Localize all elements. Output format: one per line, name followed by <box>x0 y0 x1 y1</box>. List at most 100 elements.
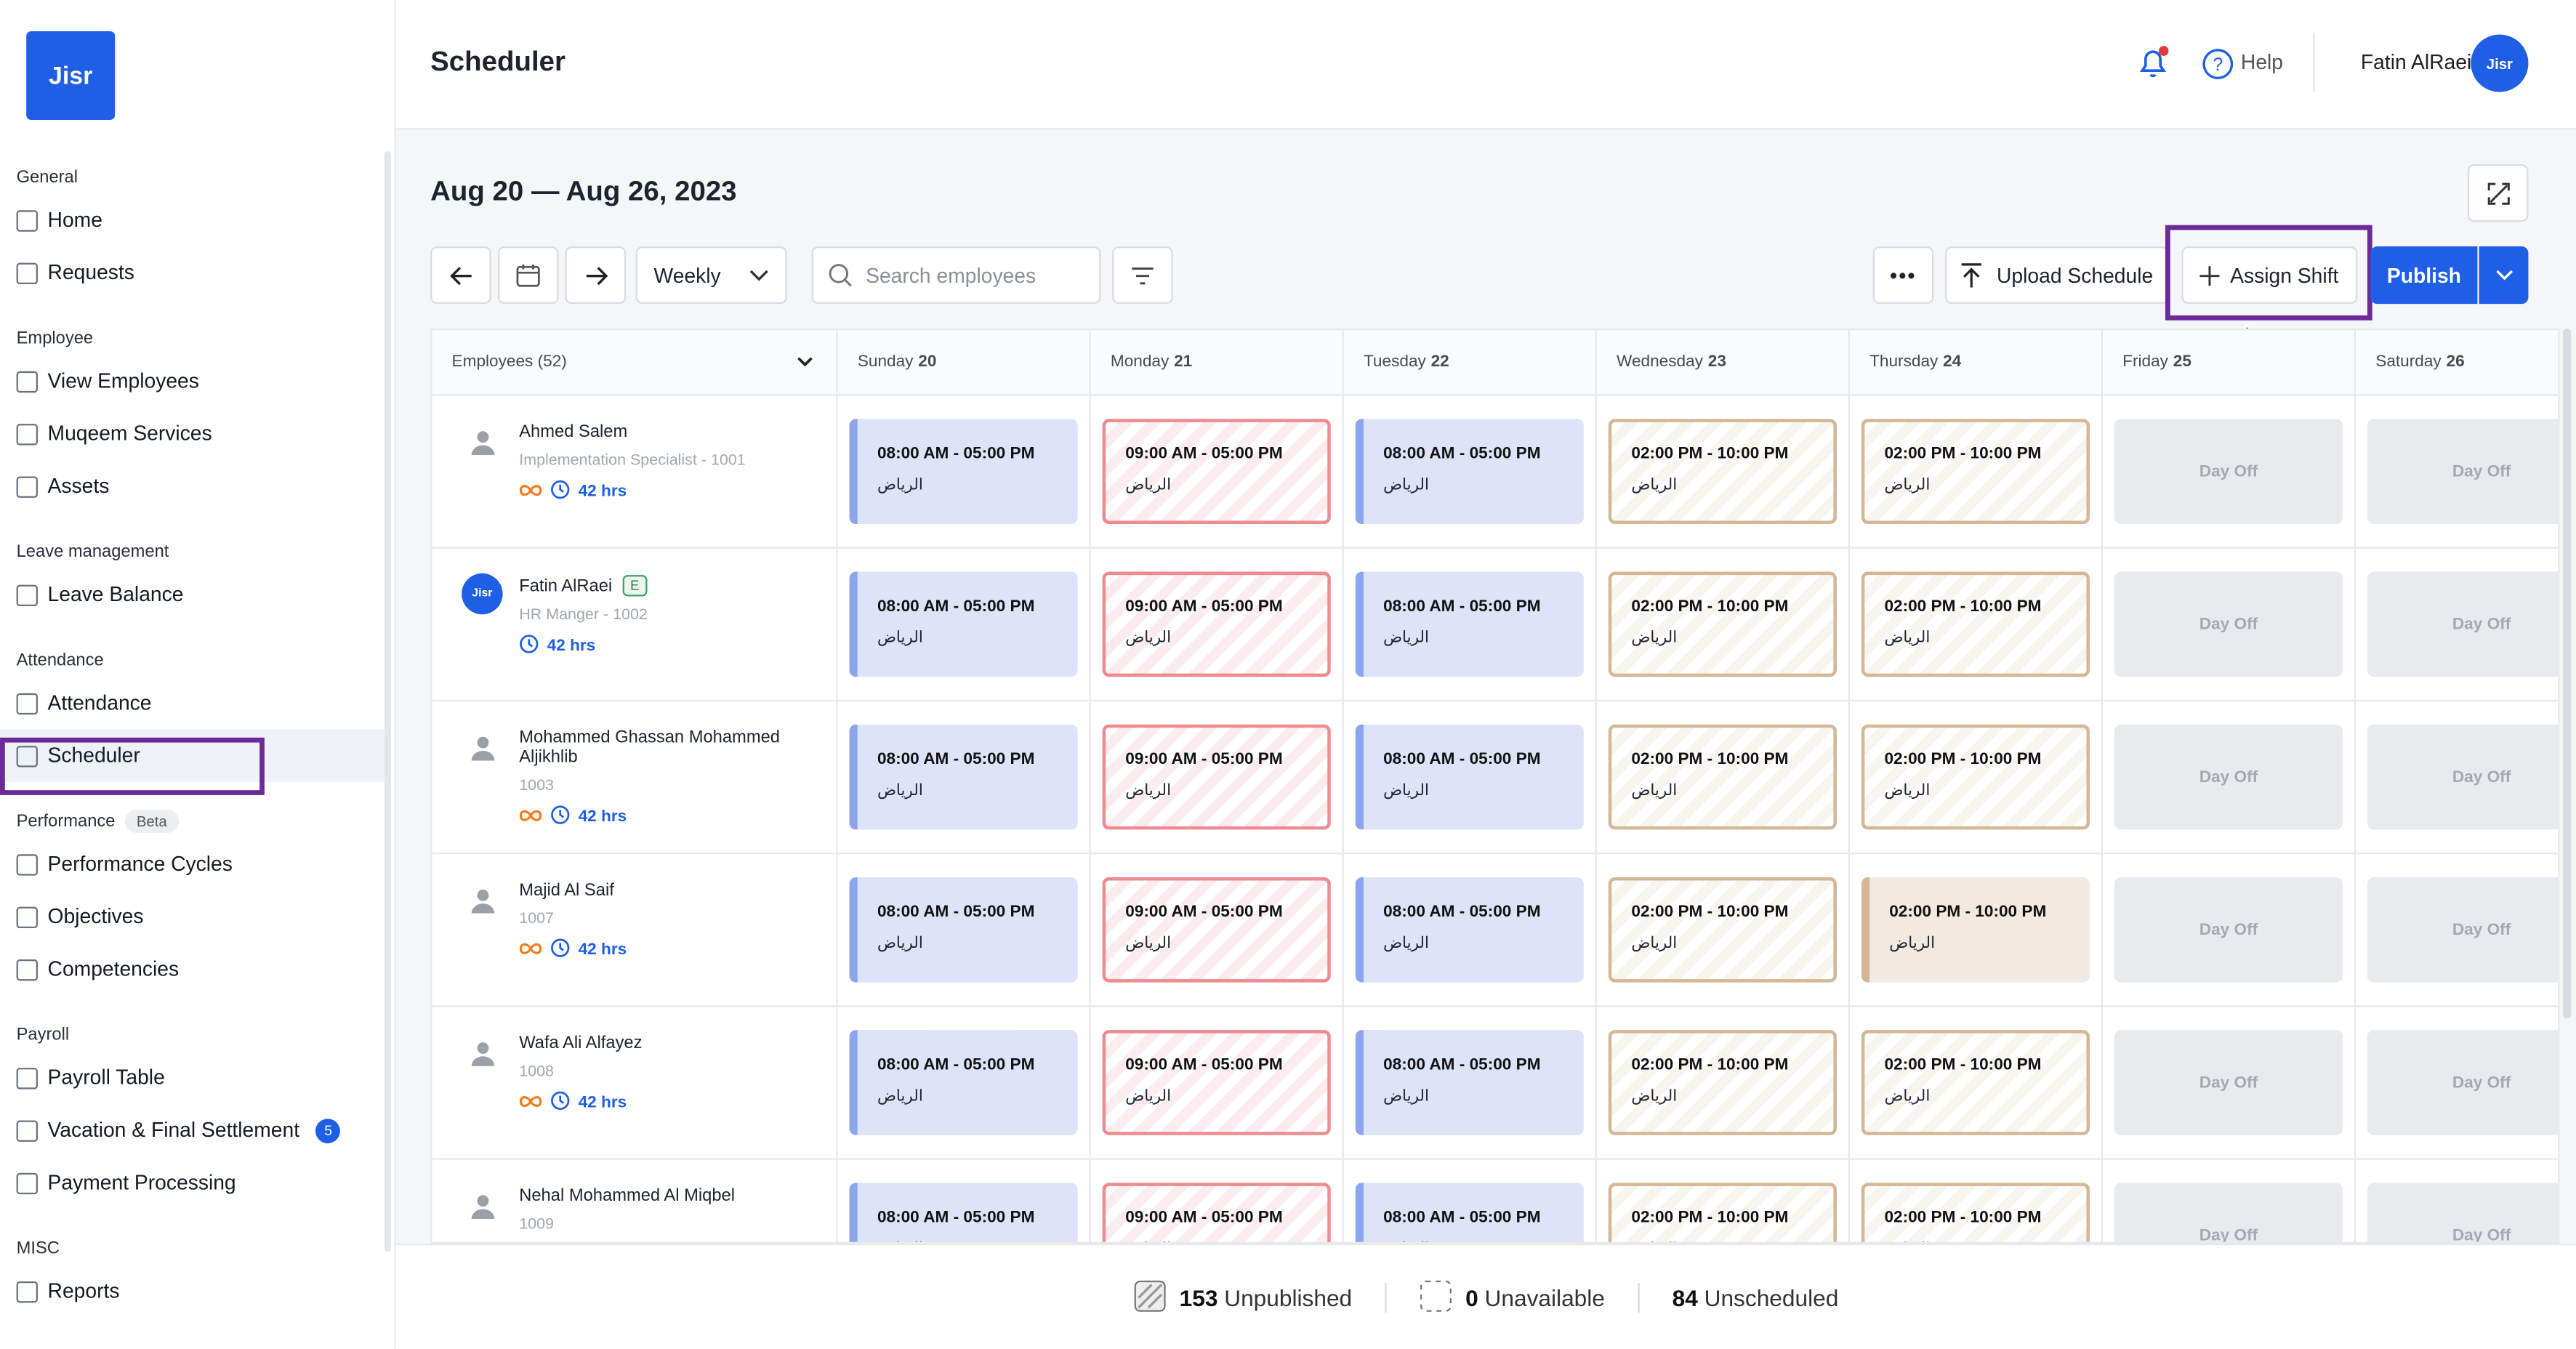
shift-card[interactable]: 02:00 PM - 10:00 PM الرياض <box>1608 419 1837 525</box>
shift-card[interactable]: 09:00 AM - 05:00 PM الرياض <box>1102 571 1331 677</box>
nav-item[interactable]: Vacation & Final Settlement 5 <box>0 1104 386 1156</box>
day-off[interactable]: Day Off <box>2367 419 2559 525</box>
shift-card[interactable]: 09:00 AM - 05:00 PM الرياض <box>1102 877 1331 983</box>
shift-card[interactable]: 08:00 AM - 05:00 PM الرياض <box>849 877 1078 983</box>
shift-card[interactable]: 08:00 AM - 05:00 PM الرياض <box>849 1030 1078 1135</box>
shift-card[interactable]: 08:00 AM - 05:00 PM الرياض <box>1355 1030 1584 1135</box>
day-off[interactable]: Day Off <box>2367 1183 2559 1242</box>
help-icon[interactable]: ? <box>2202 48 2234 81</box>
nav-item[interactable]: View Employees <box>0 355 386 407</box>
shift-card[interactable]: 02:00 PM - 10:00 PM الرياض <box>1608 1183 1837 1242</box>
shift-location: الرياض <box>1125 1087 1172 1106</box>
shift-card[interactable]: 09:00 AM - 05:00 PM الرياض <box>1102 419 1331 525</box>
day-cell: Day Off <box>2356 1007 2559 1160</box>
grid-scrollbar[interactable] <box>2562 329 2572 1019</box>
day-off[interactable]: Day Off <box>2367 877 2559 983</box>
nav-item[interactable]: Payroll Table <box>0 1052 386 1104</box>
employee-name[interactable]: Fatin AlRaei <box>519 576 613 596</box>
shift-card[interactable]: 02:00 PM - 10:00 PM الرياض <box>1861 571 2090 677</box>
shift-card[interactable]: 09:00 AM - 05:00 PM الرياض <box>1102 724 1331 830</box>
shift-card[interactable]: 02:00 PM - 10:00 PM الرياض <box>1608 724 1837 830</box>
user-name[interactable]: Fatin AlRaei <box>2360 51 2472 74</box>
logo[interactable]: Jisr <box>26 31 116 120</box>
shift-card[interactable]: 08:00 AM - 05:00 PM الرياض <box>1355 571 1584 677</box>
shift-card[interactable]: 08:00 AM - 05:00 PM الرياض <box>849 571 1078 677</box>
publish-menu-button[interactable] <box>2479 246 2529 305</box>
help-link[interactable]: Help <box>2240 51 2284 74</box>
user-avatar[interactable]: Jisr <box>2471 34 2529 92</box>
nav-item[interactable]: Competencies <box>0 943 386 995</box>
hours-label: 42 hrs <box>578 483 627 502</box>
more-button[interactable]: ••• <box>1872 246 1934 305</box>
shift-card[interactable]: 08:00 AM - 05:00 PM الرياض <box>1355 419 1584 525</box>
search-input[interactable]: Search employees <box>811 246 1101 305</box>
nav-item[interactable]: Payment Processing <box>0 1156 386 1209</box>
prev-button[interactable] <box>430 246 491 305</box>
employees-header[interactable]: Employees (52) <box>432 330 838 396</box>
shift-card[interactable]: 02:00 PM - 10:00 PM الرياض <box>1861 1030 2090 1135</box>
employee-avatar <box>462 421 503 462</box>
day-cell: Day Off <box>2103 395 2356 549</box>
bell-icon[interactable] <box>2136 44 2172 81</box>
nav-item[interactable]: Reports <box>0 1265 386 1317</box>
section-title: Payroll <box>0 1018 386 1051</box>
day-off[interactable]: Day Off <box>2367 1030 2559 1135</box>
calendar-button[interactable] <box>497 246 559 305</box>
shift-card[interactable]: 08:00 AM - 05:00 PM الرياض <box>1355 724 1584 830</box>
day-cell: 02:00 PM - 10:00 PM الرياض <box>1849 701 2104 855</box>
employee-name[interactable]: Wafa Ali Alfayez <box>519 1033 643 1053</box>
day-header: Friday 25 <box>2103 330 2356 396</box>
shift-card[interactable]: 09:00 AM - 05:00 PM الرياض <box>1102 1183 1331 1242</box>
nav-item[interactable]: Home <box>0 194 386 246</box>
publish-button[interactable]: Publish <box>2370 246 2478 305</box>
day-off[interactable]: Day Off <box>2114 724 2343 830</box>
nav-item[interactable]: Performance Cycles <box>0 838 386 890</box>
employee-name[interactable]: Ahmed Salem <box>519 422 628 442</box>
shift-card[interactable]: 02:00 PM - 10:00 PM الرياض <box>1608 1030 1837 1135</box>
shift-card[interactable]: 08:00 AM - 05:00 PM الرياض <box>1355 1183 1584 1242</box>
shift-card[interactable]: 08:00 AM - 05:00 PM الرياض <box>1355 877 1584 983</box>
section-label: General <box>16 167 79 188</box>
day-off[interactable]: Day Off <box>2114 571 2343 677</box>
day-off[interactable]: Day Off <box>2114 1183 2343 1242</box>
nav-item[interactable]: Attendance <box>0 677 386 729</box>
day-date: 20 <box>918 353 937 371</box>
shift-card[interactable]: 02:00 PM - 10:00 PM الرياض <box>1861 1183 2090 1242</box>
nav-icon <box>16 370 38 392</box>
day-off[interactable]: Day Off <box>2367 724 2559 830</box>
view-select[interactable]: Weekly <box>635 246 787 305</box>
day-cell: 02:00 PM - 10:00 PM الرياض <box>1596 854 1850 1007</box>
shift-card[interactable]: 08:00 AM - 05:00 PM الرياض <box>849 419 1078 525</box>
day-off[interactable]: Day Off <box>2114 1030 2343 1135</box>
employee-name[interactable]: Mohammed Ghassan Mohammed Aljikhlib <box>519 728 781 768</box>
shift-card[interactable]: 02:00 PM - 10:00 PM الرياض <box>1861 419 2090 525</box>
shift-card[interactable]: 08:00 AM - 05:00 PM الرياض <box>849 724 1078 830</box>
day-off[interactable]: Day Off <box>2114 877 2343 983</box>
upload-button[interactable]: Upload Schedule <box>1945 246 2169 305</box>
nav-item[interactable]: Objectives <box>0 890 386 943</box>
shift-card[interactable]: 09:00 AM - 05:00 PM الرياض <box>1102 1030 1331 1135</box>
nav-item[interactable]: Muqeem Services <box>0 408 386 460</box>
employee-info: Majid Al Saif 1007 42 hrs <box>519 880 815 962</box>
assign-button[interactable]: Assign Shift <box>2181 246 2358 305</box>
day-header: Thursday 24 <box>1849 330 2104 396</box>
shift-card[interactable]: 02:00 PM - 10:00 PM الرياض <box>1861 724 2090 830</box>
nav-item[interactable]: Requests <box>0 246 386 299</box>
day-off[interactable]: Day Off <box>2114 419 2343 525</box>
nav-item[interactable]: Assets <box>0 460 386 512</box>
day-off[interactable]: Day Off <box>2367 571 2559 677</box>
next-button[interactable] <box>565 246 627 305</box>
employee-name[interactable]: Majid Al Saif <box>519 880 614 901</box>
shift-card[interactable]: 08:00 AM - 05:00 PM الرياض <box>849 1183 1078 1242</box>
day-cell: 08:00 AM - 05:00 PM الرياض <box>1343 548 1597 702</box>
shift-card[interactable]: 02:00 PM - 10:00 PM الرياض <box>1608 877 1837 983</box>
employee-name[interactable]: Nehal Mohammed Al Miqbel <box>519 1185 736 1206</box>
nav-item[interactable]: Leave Balance <box>0 568 386 621</box>
filter-button[interactable] <box>1112 246 1173 305</box>
shift-card[interactable]: 02:00 PM - 10:00 PM الرياض <box>1861 877 2090 983</box>
employees-count: Employees (52) <box>451 353 567 371</box>
expand-button[interactable] <box>2467 164 2529 222</box>
shift-card[interactable]: 02:00 PM - 10:00 PM الرياض <box>1608 571 1837 677</box>
scrollbar[interactable] <box>384 150 391 1252</box>
